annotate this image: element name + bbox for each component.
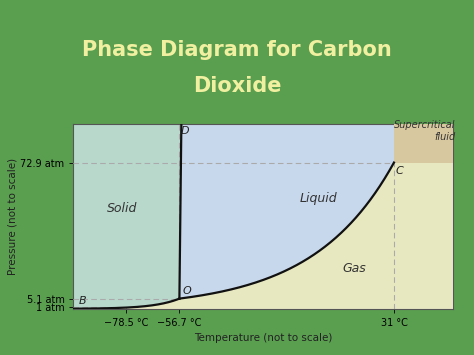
- Text: C: C: [395, 165, 403, 176]
- Text: Solid: Solid: [107, 202, 137, 215]
- Polygon shape: [394, 124, 453, 163]
- X-axis label: Temperature (not to scale): Temperature (not to scale): [194, 333, 332, 343]
- Text: B: B: [78, 296, 86, 306]
- Text: Liquid: Liquid: [299, 192, 337, 205]
- Text: Phase Diagram for Carbon: Phase Diagram for Carbon: [82, 40, 392, 60]
- Text: Supercritical
fluid: Supercritical fluid: [393, 120, 455, 142]
- Text: Dioxide: Dioxide: [193, 76, 281, 96]
- Text: D: D: [181, 126, 189, 136]
- Y-axis label: Pressure (not to scale): Pressure (not to scale): [8, 158, 18, 275]
- Text: O: O: [182, 286, 191, 296]
- Polygon shape: [179, 124, 453, 299]
- Text: Gas: Gas: [343, 262, 367, 275]
- Polygon shape: [73, 163, 453, 309]
- Polygon shape: [73, 124, 182, 309]
